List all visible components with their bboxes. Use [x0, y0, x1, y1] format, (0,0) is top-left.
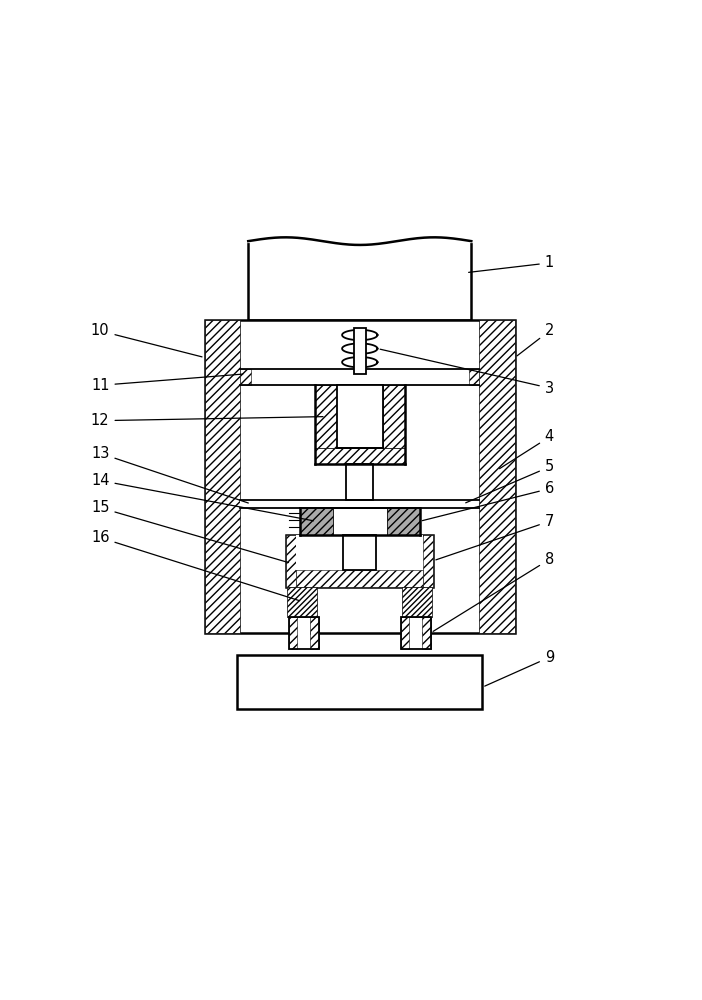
Bar — [286, 535, 433, 587]
Bar — [289, 617, 297, 649]
Bar — [286, 535, 296, 587]
Text: 9: 9 — [484, 650, 554, 686]
Bar — [310, 617, 319, 649]
Bar — [346, 464, 373, 500]
Bar — [205, 320, 240, 633]
Text: 13: 13 — [91, 446, 249, 503]
Text: 1: 1 — [469, 255, 554, 272]
Bar — [354, 328, 366, 374]
Bar — [401, 617, 409, 649]
Bar — [409, 617, 423, 649]
Text: 4: 4 — [500, 429, 554, 469]
Bar — [479, 320, 515, 633]
Bar — [289, 617, 319, 649]
Bar — [343, 535, 376, 570]
Bar — [296, 570, 423, 587]
Bar — [337, 385, 383, 448]
Bar — [240, 500, 479, 508]
Text: 12: 12 — [91, 413, 323, 428]
Bar — [387, 508, 420, 535]
Text: 15: 15 — [91, 500, 289, 563]
Text: 14: 14 — [91, 473, 314, 521]
Text: 6: 6 — [423, 481, 554, 521]
Bar — [205, 320, 515, 633]
Bar — [383, 385, 404, 448]
Text: 2: 2 — [517, 323, 554, 356]
Bar — [240, 369, 251, 385]
Text: 11: 11 — [91, 374, 243, 393]
Text: 16: 16 — [91, 530, 300, 601]
Bar — [287, 587, 317, 617]
Text: 5: 5 — [465, 459, 554, 503]
Bar — [249, 241, 471, 320]
Bar — [333, 508, 387, 535]
Bar — [300, 508, 333, 535]
Bar — [402, 587, 432, 617]
Bar — [423, 617, 431, 649]
Bar — [315, 385, 337, 448]
Bar — [237, 655, 482, 709]
Text: 7: 7 — [436, 514, 554, 560]
Bar — [469, 369, 479, 385]
Bar — [423, 535, 433, 587]
Text: 3: 3 — [380, 349, 554, 396]
Bar — [401, 617, 431, 649]
Bar — [297, 617, 310, 649]
Bar — [296, 535, 423, 570]
Text: 8: 8 — [433, 552, 554, 631]
Bar — [315, 448, 404, 464]
Text: 10: 10 — [91, 323, 202, 357]
